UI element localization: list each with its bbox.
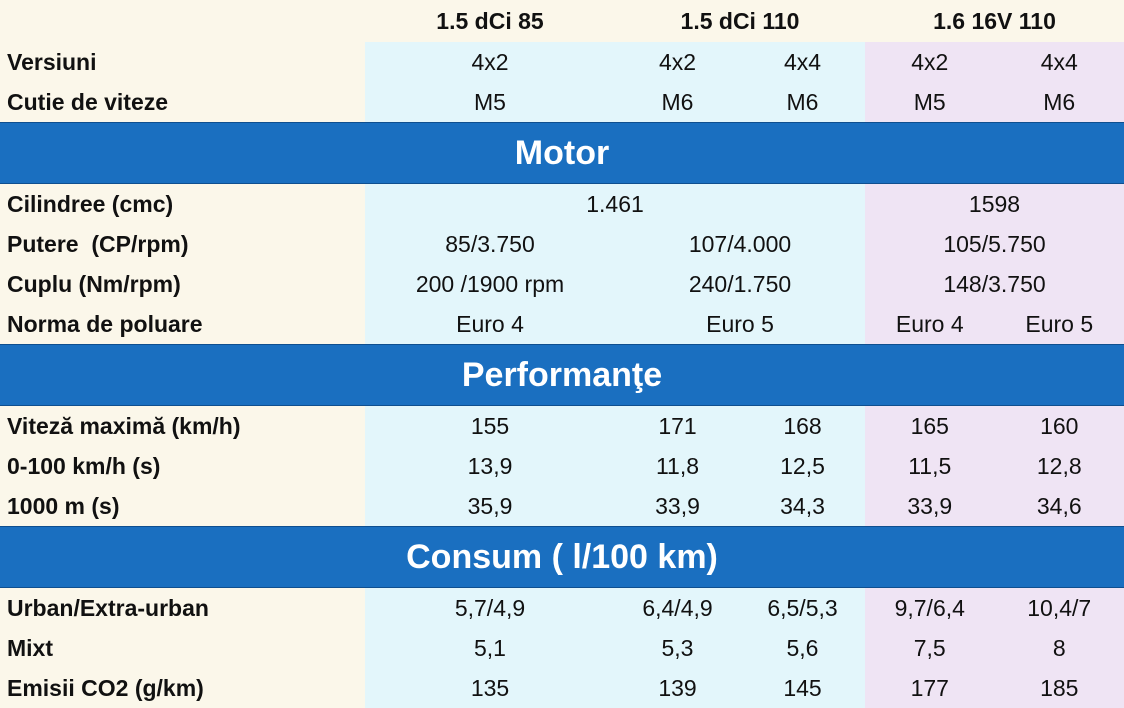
mixt-engine-3: 7,5 8 (865, 628, 1124, 668)
cuplu-engine-3: 148/3.750 (865, 264, 1124, 304)
co2-engine-3: 177 185 (865, 668, 1124, 708)
row-label-accel: 0-100 km/h (s) (0, 446, 365, 486)
viteza-engine-2a: 171 (615, 413, 740, 440)
header-engine-1: 1.5 dCi 85 (365, 0, 615, 42)
accel-engine-2b: 12,5 (740, 453, 865, 480)
row-label-urban: Urban/Extra-urban (0, 588, 365, 628)
norma-engine-3: Euro 4 Euro 5 (865, 304, 1124, 344)
m1000-engine-3: 33,9 34,6 (865, 486, 1124, 526)
cilindree-engine-3: 1598 (865, 184, 1124, 224)
putere-engine-3: 105/5.750 (865, 224, 1124, 264)
row-label-cilindree: Cilindree (cmc) (0, 184, 365, 224)
section-consum: Consum ( l/100 km) (0, 526, 1124, 588)
section-performante: Performanţe (0, 344, 1124, 406)
versiuni-engine-3a: 4x2 (865, 49, 995, 76)
cutie-engine-3b: M6 (995, 89, 1124, 116)
cuplu-engine-1: 200 /1900 rpm (365, 264, 615, 304)
versiuni-engine-1: 4x2 (365, 42, 615, 82)
row-label-1000m: 1000 m (s) (0, 486, 365, 526)
accel-engine-1: 13,9 (365, 446, 615, 486)
m1000-engine-3a: 33,9 (865, 493, 995, 520)
co2-engine-1: 135 (365, 668, 615, 708)
m1000-engine-2: 33,9 34,3 (615, 486, 865, 526)
co2-engine-3b: 185 (995, 675, 1124, 702)
m1000-engine-2a: 33,9 (615, 493, 740, 520)
norma-engine-3b: Euro 5 (995, 311, 1124, 338)
header-corner (0, 0, 365, 42)
accel-engine-2: 11,8 12,5 (615, 446, 865, 486)
viteza-engine-3a: 165 (865, 413, 995, 440)
mixt-engine-2b: 5,6 (740, 635, 865, 662)
row-label-viteza: Viteză maximă (km/h) (0, 406, 365, 446)
putere-engine-1: 85/3.750 (365, 224, 615, 264)
putere-engine-2: 107/4.000 (615, 224, 865, 264)
viteza-engine-2: 171 168 (615, 406, 865, 446)
urban-engine-3a: 9,7/6,4 (865, 595, 995, 622)
mixt-engine-1: 5,1 (365, 628, 615, 668)
urban-engine-2a: 6,4/4,9 (615, 595, 740, 622)
norma-engine-3a: Euro 4 (865, 311, 995, 338)
versiuni-engine-3b: 4x4 (995, 49, 1124, 76)
row-label-cutie: Cutie de viteze (0, 82, 365, 122)
row-label-versiuni: Versiuni (0, 42, 365, 82)
viteza-engine-2b: 168 (740, 413, 865, 440)
cutie-engine-3a: M5 (865, 89, 995, 116)
co2-engine-2a: 139 (615, 675, 740, 702)
row-label-norma: Norma de poluare (0, 304, 365, 344)
mixt-engine-3b: 8 (995, 635, 1124, 662)
section-motor: Motor (0, 122, 1124, 184)
co2-engine-3a: 177 (865, 675, 995, 702)
co2-engine-2b: 145 (740, 675, 865, 702)
co2-engine-2: 139 145 (615, 668, 865, 708)
accel-engine-2a: 11,8 (615, 453, 740, 480)
header-engine-2: 1.5 dCi 110 (615, 0, 865, 42)
accel-engine-3b: 12,8 (995, 453, 1124, 480)
versiuni-engine-2a: 4x2 (615, 49, 740, 76)
urban-engine-2b: 6,5/5,3 (740, 595, 865, 622)
cutie-engine-2b: M6 (740, 89, 865, 116)
m1000-engine-1: 35,9 (365, 486, 615, 526)
viteza-engine-3b: 160 (995, 413, 1124, 440)
row-label-putere: Putere (CP/rpm) (0, 224, 365, 264)
cutie-engine-1: M5 (365, 82, 615, 122)
mixt-engine-2: 5,3 5,6 (615, 628, 865, 668)
cutie-engine-2: M6 M6 (615, 82, 865, 122)
header-engine-3: 1.6 16V 110 (865, 0, 1124, 42)
viteza-engine-3: 165 160 (865, 406, 1124, 446)
versiuni-engine-3: 4x2 4x4 (865, 42, 1124, 82)
m1000-engine-2b: 34,3 (740, 493, 865, 520)
norma-engine-1: Euro 4 (365, 304, 615, 344)
accel-engine-3: 11,5 12,8 (865, 446, 1124, 486)
row-label-co2: Emisii CO2 (g/km) (0, 668, 365, 708)
versiuni-engine-2b: 4x4 (740, 49, 865, 76)
viteza-engine-1: 155 (365, 406, 615, 446)
cutie-engine-3: M5 M6 (865, 82, 1124, 122)
urban-engine-2: 6,4/4,9 6,5/5,3 (615, 588, 865, 628)
row-label-mixt: Mixt (0, 628, 365, 668)
m1000-engine-3b: 34,6 (995, 493, 1124, 520)
accel-engine-3a: 11,5 (865, 453, 995, 480)
urban-engine-3: 9,7/6,4 10,4/7 (865, 588, 1124, 628)
versiuni-engine-2: 4x2 4x4 (615, 42, 865, 82)
cuplu-engine-2: 240/1.750 (615, 264, 865, 304)
norma-engine-2: Euro 5 (615, 304, 865, 344)
mixt-engine-3a: 7,5 (865, 635, 995, 662)
urban-engine-1: 5,7/4,9 (365, 588, 615, 628)
row-label-cuplu: Cuplu (Nm/rpm) (0, 264, 365, 304)
cilindree-engine-1-2: 1.461 (365, 184, 865, 224)
cutie-engine-2a: M6 (615, 89, 740, 116)
urban-engine-3b: 10,4/7 (995, 595, 1124, 622)
mixt-engine-2a: 5,3 (615, 635, 740, 662)
